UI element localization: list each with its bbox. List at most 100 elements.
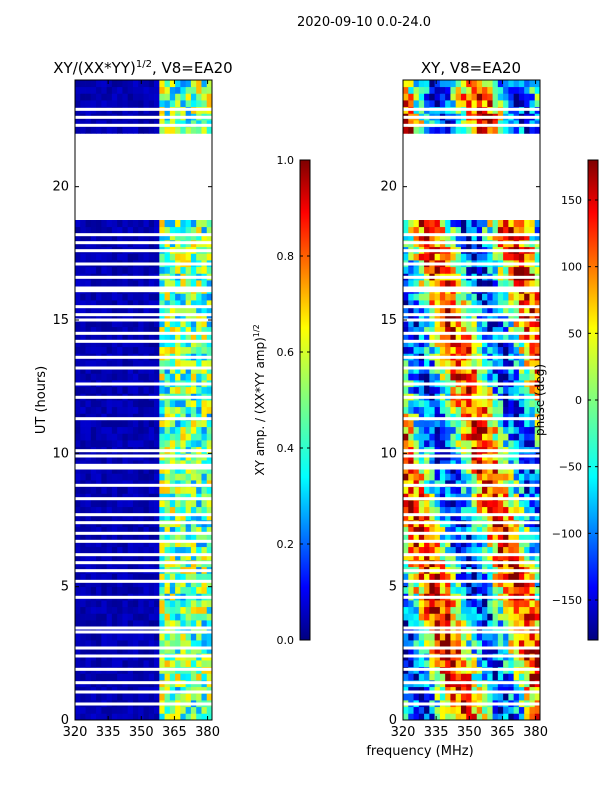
heatmap-cell [466, 373, 472, 381]
heatmap-cell [127, 80, 134, 88]
heatmap-cell [122, 366, 129, 374]
heatmap-cell [127, 513, 134, 521]
heatmap-cell [439, 360, 446, 368]
heatmap-cell [434, 553, 441, 561]
heatmap-cell [513, 346, 520, 354]
figure-suptitle: 2020-09-10 0.0-24.0 [297, 15, 431, 30]
heatmap-cell [439, 413, 446, 421]
heatmap-cell [471, 420, 478, 428]
heatmap-cell [429, 360, 436, 368]
heatmap-cell [90, 686, 97, 694]
heatmap-cell [476, 513, 483, 521]
heatmap-cell [418, 340, 425, 348]
heatmap-cell [90, 533, 97, 541]
heatmap-cell [169, 306, 176, 314]
heatmap-cell [175, 313, 181, 321]
heatmap-cell [413, 426, 420, 434]
heatmap-cell [424, 526, 430, 534]
heatmap-cell [117, 606, 123, 614]
heatmap-cell [190, 93, 197, 101]
heatmap-cell [534, 306, 540, 314]
heatmap-cell [175, 126, 181, 134]
heatmap-cell [164, 306, 171, 314]
heatmap-cell [159, 500, 165, 508]
missing-data-row [75, 331, 212, 335]
heatmap-cell [424, 606, 430, 614]
heatmap-cell [154, 93, 160, 101]
heatmap-cell [159, 320, 165, 328]
heatmap-cell [190, 686, 197, 694]
heatmap-cell [424, 266, 430, 274]
heatmap-cell [122, 540, 129, 548]
heatmap-cell [413, 693, 420, 701]
heatmap-cell [169, 126, 176, 134]
heatmap-cell [471, 433, 478, 441]
heatmap-cell [524, 233, 530, 241]
heatmap-cell [206, 220, 212, 228]
heatmap-cell [524, 413, 530, 421]
heatmap-cell [518, 420, 525, 428]
heatmap-cell [450, 426, 457, 434]
heatmap-cell [201, 220, 208, 228]
heatmap-cell [206, 266, 212, 274]
heatmap-cell [518, 100, 525, 108]
heatmap-cell [96, 400, 102, 408]
heatmap-cell [508, 313, 515, 321]
heatmap-cell [408, 80, 414, 88]
heatmap-cell [518, 373, 525, 381]
heatmap-cell [132, 693, 139, 701]
heatmap-cell [111, 426, 118, 434]
heatmap-cell [96, 553, 102, 561]
heatmap-cell [132, 473, 139, 481]
heatmap-cell [206, 346, 212, 354]
heatmap-cell [138, 513, 144, 521]
heatmap-cell [529, 226, 536, 234]
heatmap-cell [122, 86, 129, 94]
heatmap-cell [434, 533, 441, 541]
heatmap-cell [413, 626, 420, 634]
phase-x-ticks: 320 335 350 365 380 [391, 80, 548, 740]
heatmap-cell [466, 660, 472, 668]
heatmap-cell [90, 86, 97, 94]
heatmap-cell [117, 513, 123, 521]
heatmap-cell [508, 333, 515, 341]
heatmap-cell [466, 420, 472, 428]
heatmap-cell [529, 406, 536, 414]
heatmap-cell [111, 673, 118, 681]
heatmap-cell [439, 86, 446, 94]
heatmap-cell [439, 326, 446, 334]
heatmap-cell [513, 366, 520, 374]
heatmap-cell [424, 93, 430, 101]
heatmap-cell [127, 253, 134, 261]
heatmap-cell [439, 320, 446, 328]
heatmap-cell [524, 473, 530, 481]
heatmap-cell [96, 460, 102, 468]
heatmap-cell [111, 713, 118, 720]
heatmap-cell [175, 533, 181, 541]
heatmap-cell [75, 333, 81, 341]
heatmap-cell [487, 406, 493, 414]
heatmap-cell [534, 120, 540, 128]
heatmap-cell [424, 466, 430, 474]
heatmap-cell [185, 226, 192, 234]
heatmap-cell [482, 466, 488, 474]
heatmap-cell [460, 120, 467, 128]
heatmap-cell [471, 86, 478, 94]
heatmap-cell [439, 506, 446, 514]
heatmap-cell [482, 580, 488, 588]
heatmap-cell [111, 93, 118, 101]
heatmap-cell [117, 120, 123, 128]
heatmap-cell [497, 220, 504, 228]
heatmap-cell [90, 420, 97, 428]
heatmap-cell [190, 500, 197, 508]
heatmap-cell [201, 420, 208, 428]
heatmap-cell [424, 460, 430, 468]
heatmap-cell [418, 713, 425, 720]
heatmap-cell [524, 400, 530, 408]
heatmap-cell [154, 346, 160, 354]
heatmap-cell [159, 440, 165, 448]
heatmap-cell [164, 613, 171, 621]
heatmap-cell [132, 333, 139, 341]
heatmap-cell [148, 280, 155, 288]
heatmap-cell [148, 326, 155, 334]
